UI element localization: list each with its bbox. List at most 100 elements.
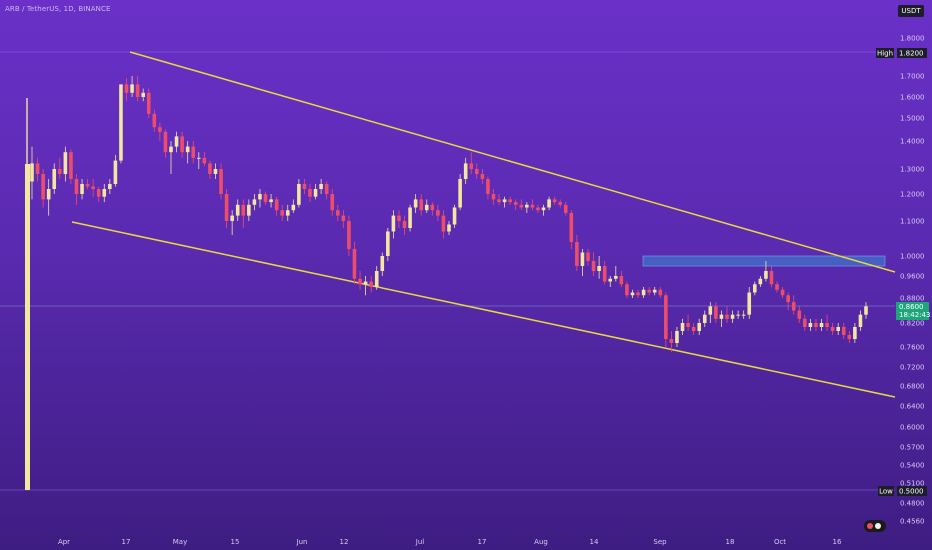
high-label: High xyxy=(877,50,893,58)
candle-body xyxy=(247,204,251,216)
candle-body xyxy=(158,127,162,132)
candle-body xyxy=(725,314,729,319)
candle-body xyxy=(825,323,829,327)
candle-body xyxy=(547,199,551,208)
candle-body xyxy=(652,289,657,293)
candle-body xyxy=(91,186,95,189)
price-tick-label: 1.4000 xyxy=(900,138,925,146)
candle-body xyxy=(63,152,68,174)
candle-body xyxy=(274,199,279,211)
candle-body xyxy=(636,292,640,296)
time-tick-label: Jul xyxy=(415,538,425,546)
candle-body xyxy=(285,210,290,216)
candle-body xyxy=(108,184,112,189)
candle-body xyxy=(614,276,618,279)
time-tick-label: 18 xyxy=(726,538,735,546)
candle-body xyxy=(185,146,190,153)
candle-body xyxy=(436,210,440,216)
candle-body xyxy=(530,204,535,208)
price-tick-label: 0.8200 xyxy=(900,320,925,328)
candle-body xyxy=(808,323,813,327)
lower-trendline xyxy=(71,221,896,398)
candle-body xyxy=(330,194,335,211)
candle-body xyxy=(413,199,418,208)
candle-body xyxy=(58,169,62,174)
candle-body xyxy=(786,295,790,303)
candle-body xyxy=(536,207,540,211)
low-value-box xyxy=(897,486,927,496)
price-tick-label: 1.5000 xyxy=(900,115,925,123)
candle-body xyxy=(347,221,351,249)
candle-body xyxy=(336,210,340,216)
candle-body xyxy=(163,131,168,153)
time-tick-label: 14 xyxy=(590,538,599,546)
candle-body xyxy=(619,276,624,285)
candle-body xyxy=(213,169,218,174)
candle-body xyxy=(463,163,468,179)
candle-body xyxy=(358,278,362,285)
candle-body xyxy=(152,113,157,128)
candle-body xyxy=(475,169,479,174)
listing-candle-body xyxy=(25,164,30,490)
candle-body xyxy=(641,289,646,296)
candle-body xyxy=(208,163,212,174)
candle-body xyxy=(96,189,101,197)
candle-body xyxy=(386,231,390,256)
candle-body xyxy=(853,327,857,339)
high-value: 1.8200 xyxy=(899,50,924,58)
candle-body xyxy=(691,327,696,331)
candle-body xyxy=(841,327,846,335)
candle-body xyxy=(352,249,357,279)
price-tick-label: 0.6000 xyxy=(900,424,925,432)
candle-body xyxy=(324,184,329,194)
candle-body xyxy=(402,221,407,228)
candle-body xyxy=(41,174,45,200)
candle-body xyxy=(830,327,835,331)
candle-body xyxy=(119,84,123,161)
candle-body xyxy=(858,314,863,327)
candle-body xyxy=(408,207,412,228)
candle-body xyxy=(297,184,301,205)
candle-body xyxy=(764,271,768,279)
price-tick-label: 0.9600 xyxy=(900,273,925,281)
last-price-box xyxy=(896,302,929,320)
candle-body xyxy=(35,163,40,174)
candle-body xyxy=(797,310,802,319)
currency-button[interactable]: USDT xyxy=(898,5,924,17)
resistance-zone xyxy=(642,255,886,267)
candle-body xyxy=(269,199,273,203)
candle-body xyxy=(647,289,651,293)
candle-body xyxy=(630,292,635,296)
price-tick-label: 0.4560 xyxy=(900,518,925,526)
candle-body xyxy=(513,202,518,205)
candle-body xyxy=(235,204,240,216)
candle-body xyxy=(741,314,746,316)
candle-body xyxy=(313,189,318,197)
candle-body xyxy=(469,163,474,169)
candle-body xyxy=(113,160,118,184)
candle-body xyxy=(69,152,73,179)
candle-body xyxy=(363,281,368,285)
candle-body xyxy=(697,323,701,331)
time-tick-label: Aug xyxy=(534,538,548,546)
price-tick-label: 0.7600 xyxy=(900,344,925,352)
candle-body xyxy=(85,184,90,187)
price-tick-label: 0.5100 xyxy=(900,480,925,488)
candle-body xyxy=(664,295,668,339)
high-value-box xyxy=(897,48,927,58)
candle-body xyxy=(135,84,140,97)
candle-body xyxy=(775,284,779,290)
price-tick-label: 0.8800 xyxy=(900,295,925,303)
candle-body xyxy=(291,204,296,211)
price-tick-label: 1.2000 xyxy=(900,191,925,199)
time-tick-label: Apr xyxy=(58,538,70,546)
last-price-value: 0.8600 xyxy=(899,303,924,311)
candle-body xyxy=(580,252,585,266)
candle-body xyxy=(525,204,529,208)
candle-body xyxy=(864,306,868,315)
candle-body xyxy=(124,84,129,93)
candle-body xyxy=(52,169,57,189)
price-tick-label: 0.6400 xyxy=(900,403,925,411)
